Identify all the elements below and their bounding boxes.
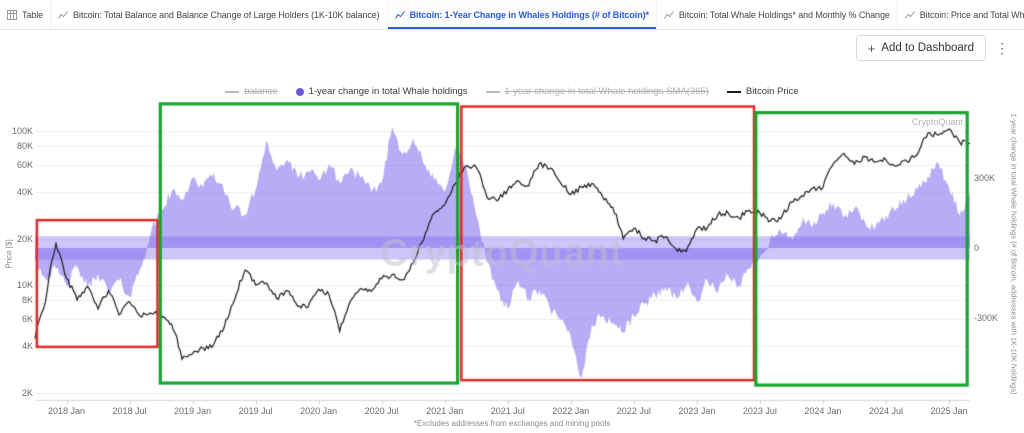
chart-tabbar: Table Bitcoin: Total Balance and Balance… xyxy=(0,0,1024,30)
legend-label: 1-year change in total Whale holdings SM… xyxy=(504,86,709,97)
chart-toolbar: + Add to Dashboard ⋮ xyxy=(0,30,1024,66)
chart-icon xyxy=(663,10,674,20)
add-to-dashboard-label: Add to Dashboard xyxy=(881,42,974,54)
tab-table[interactable]: Table xyxy=(0,0,52,29)
plus-icon: + xyxy=(867,40,876,56)
table-icon xyxy=(7,9,17,20)
legend-line-marker xyxy=(726,90,741,93)
tab-label: Bitcoin: Total Balance and Balance Chang… xyxy=(73,9,380,20)
legend-item-1y-change-whale-holdings[interactable]: 1-year change in total Whale holdings xyxy=(295,86,468,97)
more-options-button[interactable]: ⋮ xyxy=(992,35,1012,61)
legend-dot-marker xyxy=(295,87,304,96)
chart-legend: balance 1-year change in total Whale hol… xyxy=(0,86,1024,97)
tab-1-year-change-whales-holdings[interactable]: Bitcoin: 1-Year Change in Whales Holding… xyxy=(387,0,657,29)
tab-balance-change-large-holders[interactable]: Bitcoin: Total Balance and Balance Chang… xyxy=(51,0,388,29)
legend-line-marker xyxy=(485,90,500,93)
more-vertical-icon: ⋮ xyxy=(995,40,1009,56)
chart-icon xyxy=(394,10,405,20)
add-to-dashboard-button[interactable]: + Add to Dashboard xyxy=(855,35,986,61)
tab-label: Table xyxy=(22,9,44,20)
legend-line-marker xyxy=(225,90,240,93)
chart-footnote: *Excludes addresses from exchanges and m… xyxy=(413,419,611,428)
left-axis-title: Price [$] xyxy=(4,239,14,269)
legend-item-balance[interactable]: balance xyxy=(225,86,278,97)
tab-label: Bitcoin: Total Whale Holdings* and Month… xyxy=(678,9,890,20)
right-axis-title: 1-year change in total Whale holdings (#… xyxy=(1009,113,1019,395)
legend-item-bitcoin-price[interactable]: Bitcoin Price xyxy=(726,86,799,97)
legend-label: Bitcoin Price xyxy=(745,86,799,97)
legend-item-1y-change-sma365[interactable]: 1-year change in total Whale holdings SM… xyxy=(485,86,709,97)
tab-label: Bitcoin: Price and Total Whale Holdings xyxy=(919,9,1024,20)
tab-price-and-total-whale-holdings[interactable]: Bitcoin: Price and Total Whale Holdings xyxy=(898,0,1024,29)
legend-label: 1-year change in total Whale holdings xyxy=(308,86,468,97)
chart-canvas[interactable] xyxy=(25,96,980,412)
chart-icon xyxy=(58,10,68,20)
tab-total-whale-holdings-monthly-change[interactable]: Bitcoin: Total Whale Holdings* and Month… xyxy=(657,0,898,29)
chart-icon xyxy=(904,10,915,20)
legend-label: balance xyxy=(244,86,278,97)
tab-label: Bitcoin: 1-Year Change in Whales Holding… xyxy=(409,9,649,20)
